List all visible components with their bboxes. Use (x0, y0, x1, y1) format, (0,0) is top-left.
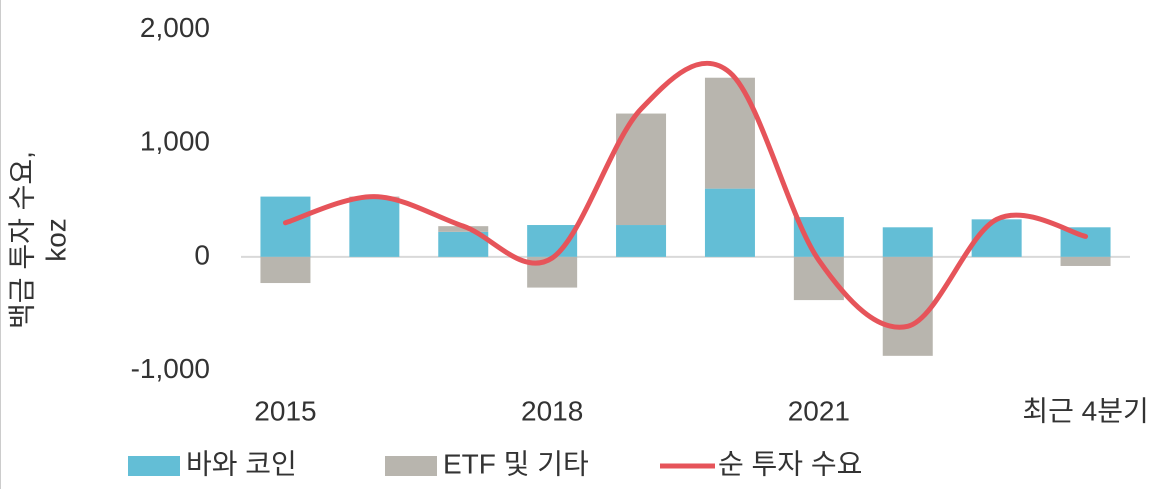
legend-label: 순 투자 수요 (718, 448, 862, 479)
bar (1060, 256, 1111, 266)
y-axis-label: 백금 투자 수요, (6, 151, 37, 329)
line (282, 60, 1089, 330)
y-axis-label: koz (40, 218, 71, 262)
legend-label: ETF 및 기타 (443, 448, 589, 479)
bar (260, 196, 311, 257)
bar (882, 256, 933, 356)
legend-swatch (385, 456, 437, 476)
bar (438, 226, 489, 232)
bar (882, 227, 933, 257)
y-tick-label: -1,000 (131, 353, 210, 384)
legend-label: 바와 코인 (186, 448, 297, 479)
bar (260, 256, 311, 284)
y-tick-label: 0 (194, 239, 210, 270)
bar (704, 188, 755, 257)
y-tick-label: 1,000 (140, 126, 210, 157)
bar (616, 225, 667, 257)
x-tick-label: 2015 (254, 395, 316, 426)
x-tick-label: 최근 4분기 (1022, 395, 1148, 426)
legend-swatch (128, 456, 180, 476)
x-tick-label: 2018 (521, 395, 583, 426)
bar (349, 197, 400, 257)
x-tick-label: 2021 (788, 395, 850, 426)
y-tick-label: 2,000 (140, 12, 210, 43)
